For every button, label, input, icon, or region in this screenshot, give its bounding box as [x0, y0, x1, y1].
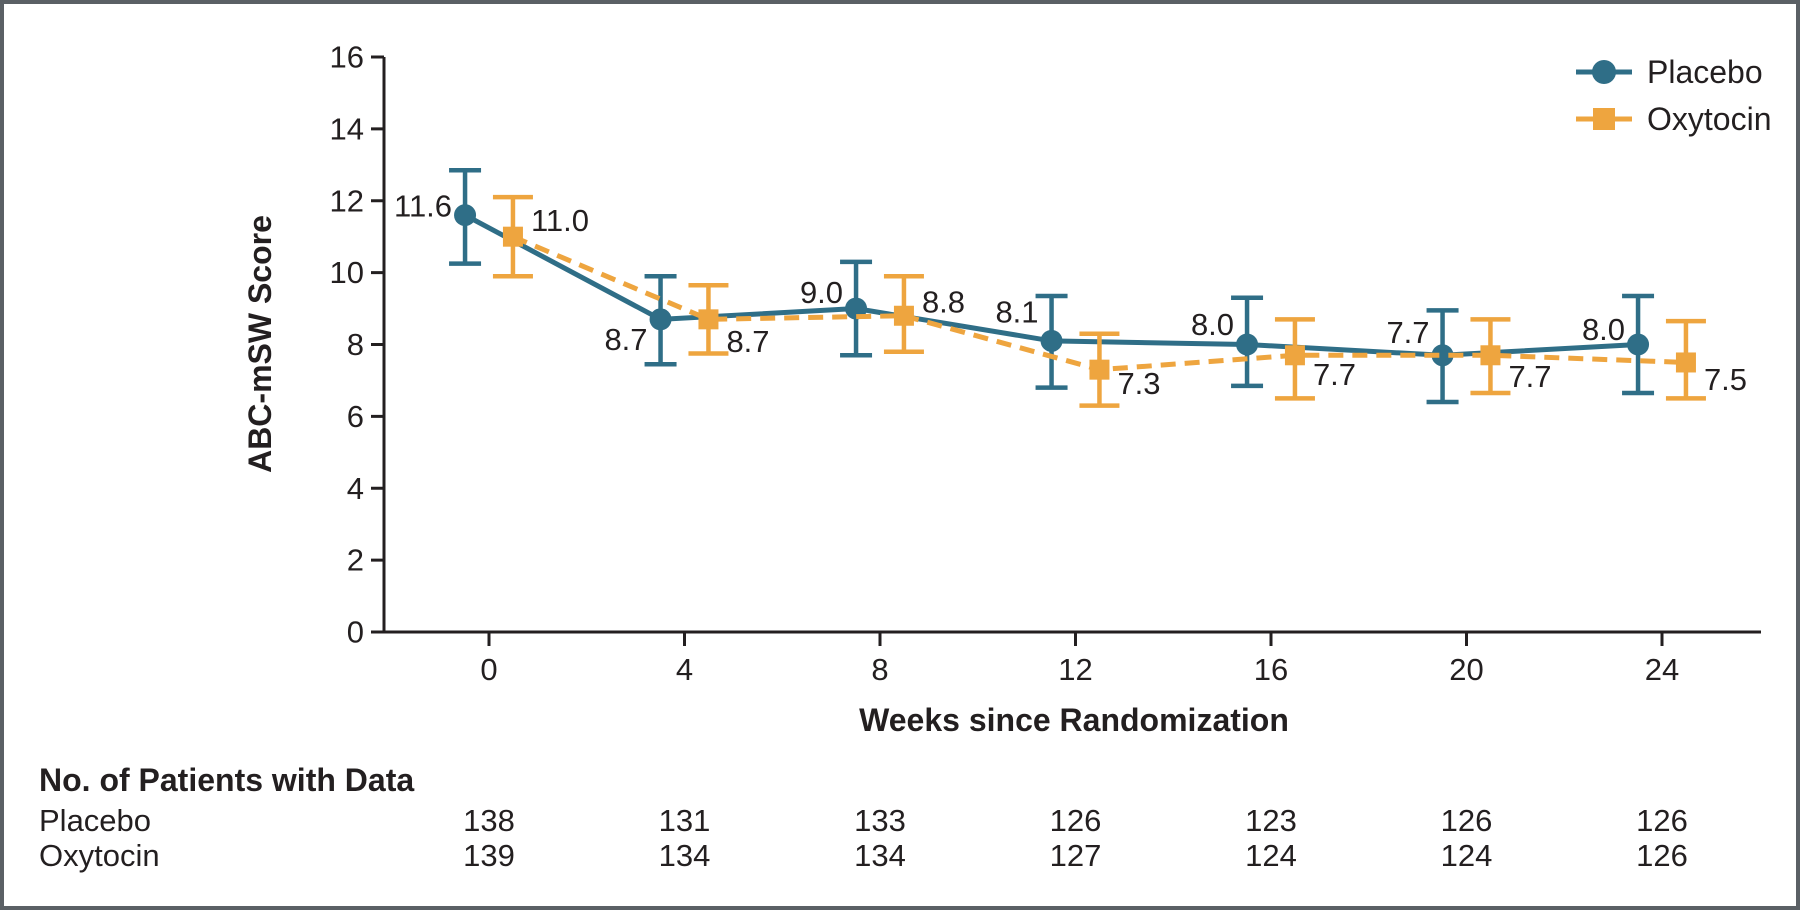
x-tick-label: 16 — [1254, 652, 1288, 687]
oxytocin-marker — [1675, 352, 1696, 373]
legend-marker-circle — [1592, 60, 1616, 84]
oxytocin-value-label: 8.8 — [922, 284, 965, 319]
placebo-marker — [1627, 333, 1650, 356]
y-tick-label: 12 — [330, 183, 364, 218]
placebo-marker — [1236, 333, 1259, 356]
placebo-marker — [1040, 329, 1063, 352]
series-oxytocin: 11.0 8.7 8.8 7.3 7.7 7.7 7.5 — [492, 194, 1747, 408]
placebo-value-label: 9.0 — [800, 275, 843, 310]
table-cell: 126 — [1636, 838, 1688, 873]
x-tick-label: 0 — [480, 652, 497, 687]
y-tick-label: 0 — [347, 615, 364, 650]
table-row-placebo: Placebo 138 131 133 126 123 126 126 — [39, 803, 1688, 838]
table-cell: 127 — [1050, 838, 1102, 873]
table-cell: 126 — [1050, 803, 1102, 838]
table-cell: 124 — [1441, 838, 1493, 873]
legend-marker-square — [1593, 108, 1615, 130]
y-tick-label: 2 — [347, 543, 364, 578]
oxytocin-value-label: 7.7 — [1508, 359, 1551, 394]
y-tick-label: 8 — [347, 327, 364, 362]
patients-table-header: No. of Patients with Data — [39, 762, 414, 798]
placebo-value-label: 8.7 — [604, 322, 647, 357]
oxytocin-marker — [1480, 345, 1501, 366]
oxytocin-value-label: 7.7 — [1313, 357, 1356, 392]
table-cell: 123 — [1245, 803, 1297, 838]
oxytocin-marker — [1284, 345, 1305, 366]
x-tick-label: 8 — [871, 652, 888, 687]
legend-item-oxytocin: Oxytocin — [1576, 101, 1771, 137]
oxytocin-value-label: 11.0 — [531, 203, 589, 238]
y-tick-label: 14 — [330, 111, 364, 146]
placebo-value-label: 8.0 — [1582, 312, 1625, 347]
x-tick-label: 12 — [1058, 652, 1092, 687]
oxytocin-marker — [502, 226, 523, 247]
oxytocin-value-label: 7.3 — [1117, 366, 1160, 401]
placebo-value-label: 8.1 — [995, 294, 1038, 329]
table-cell: 133 — [854, 803, 906, 838]
table-cell: 139 — [463, 838, 515, 873]
placebo-marker — [454, 204, 477, 227]
x-axis-title: Weeks since Randomization — [859, 702, 1289, 738]
legend-label: Placebo — [1647, 54, 1763, 90]
oxytocin-marker — [893, 305, 914, 326]
y-tick-label: 4 — [347, 471, 364, 506]
table-cell: 124 — [1245, 838, 1297, 873]
table-row-label: Placebo — [39, 803, 151, 838]
table-cell: 126 — [1441, 803, 1493, 838]
oxytocin-marker — [698, 309, 719, 330]
placebo-value-label: 7.7 — [1386, 315, 1429, 350]
x-tick-label: 4 — [676, 652, 693, 687]
table-row-oxytocin: Oxytocin 139 134 134 127 124 124 126 — [39, 838, 1688, 873]
table-cell: 138 — [463, 803, 515, 838]
x-tick-label: 24 — [1645, 652, 1679, 687]
placebo-marker — [1431, 344, 1454, 367]
legend-label: Oxytocin — [1647, 101, 1771, 137]
y-axis-title: ABC-mSW Score — [242, 215, 278, 473]
placebo-value-label: 11.6 — [394, 189, 452, 224]
placebo-marker — [649, 308, 672, 331]
table-cell: 134 — [659, 838, 711, 873]
table-cell: 134 — [854, 838, 906, 873]
y-tick-label: 16 — [330, 40, 364, 75]
oxytocin-marker — [1089, 359, 1110, 380]
table-cell: 131 — [659, 803, 711, 838]
table-row-label: Oxytocin — [39, 838, 160, 873]
legend: Placebo Oxytocin — [1576, 54, 1771, 137]
oxytocin-value-label: 7.5 — [1704, 362, 1747, 397]
placebo-value-label: 8.0 — [1191, 307, 1234, 342]
x-tick-label: 20 — [1449, 652, 1483, 687]
series-placebo: 11.6 8.7 9.0 8.1 8.0 7.7 8.0 — [394, 167, 1655, 405]
oxytocin-value-label: 8.7 — [726, 324, 769, 359]
table-cell: 126 — [1636, 803, 1688, 838]
y-tick-label: 6 — [347, 399, 364, 434]
y-tick-label: 10 — [330, 255, 364, 290]
legend-item-placebo: Placebo — [1576, 54, 1763, 90]
